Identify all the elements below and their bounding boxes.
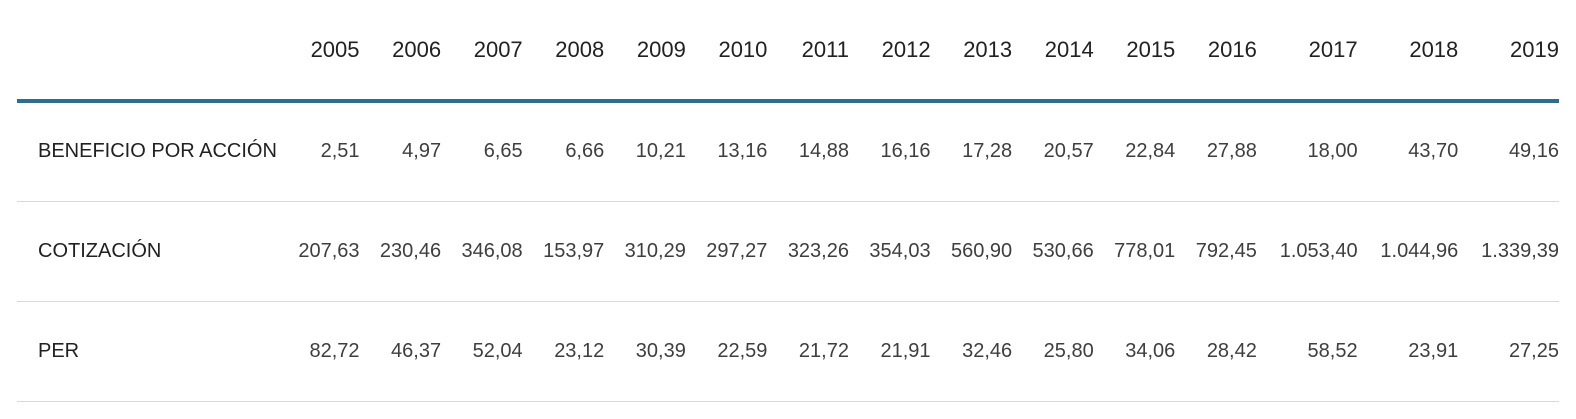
year-header-2005: 2005 (310, 36, 360, 62)
value-cell: 13,16 (717, 140, 768, 163)
year-header-2011: 2011 (801, 36, 849, 62)
value-cell: 49,16 (1508, 140, 1559, 163)
value-cell: 21,72 (798, 339, 849, 362)
row-label: COTIZACIÓN (38, 239, 162, 262)
header-empty-cell (17, 0, 278, 101)
value-cell: 6,65 (483, 140, 523, 163)
value-cell: 560,90 (950, 239, 1013, 262)
value-cell: 18,00 (1307, 140, 1358, 163)
year-header-2014: 2014 (1044, 36, 1094, 62)
value-cell: 52,04 (472, 339, 523, 362)
value-cell: 230,46 (379, 239, 442, 262)
value-cell: 30,39 (635, 339, 686, 362)
table-row: BENEFICIO POR ACCIÓN 2,51 4,97 6,65 6,66 10,2… (17, 101, 1559, 201)
value-cell: 22,84 (1125, 140, 1176, 163)
value-cell: 23,12 (554, 339, 605, 362)
year-header-2008: 2008 (555, 36, 605, 62)
value-cell: 34,06 (1125, 339, 1176, 362)
value-cell: 1.053,40 (1279, 239, 1358, 262)
year-header-2016: 2016 (1207, 36, 1257, 62)
row-label: PER (38, 339, 80, 362)
value-cell: 207,63 (298, 239, 360, 262)
table-row: PER 82,72 46,37 52,04 23,12 30,39 22,59 21,72 21… (17, 301, 1559, 401)
value-cell: 32,46 (962, 339, 1013, 362)
value-cell: 58,52 (1307, 339, 1358, 362)
value-cell: 82,72 (309, 339, 360, 362)
year-header-2019: 2019 (1510, 36, 1559, 62)
value-cell: 25,80 (1043, 339, 1094, 362)
header-row: 2005 2006 2007 2008 2009 2010 2011 2012 2013 2014… (17, 0, 1559, 101)
value-cell: 43,70 (1408, 140, 1459, 163)
table-row: COTIZACIÓN 207,63 230,46 346,08 153,97 310,29… (17, 201, 1559, 301)
value-cell: 6,66 (565, 140, 605, 163)
value-cell: 354,03 (869, 239, 931, 262)
value-cell: 297,27 (706, 239, 768, 262)
value-cell: 2,51 (320, 140, 360, 163)
value-cell: 23,91 (1408, 339, 1459, 362)
year-header-2017: 2017 (1308, 36, 1358, 62)
value-cell: 27,88 (1206, 140, 1257, 163)
value-cell: 530,66 (1032, 239, 1094, 262)
value-cell: 792,45 (1195, 239, 1257, 262)
value-cell: 16,16 (880, 140, 931, 163)
value-cell: 17,28 (962, 140, 1013, 163)
year-header-2006: 2006 (392, 36, 442, 62)
value-cell: 10,21 (635, 140, 686, 163)
value-cell: 323,26 (787, 239, 849, 262)
value-cell: 14,88 (798, 140, 849, 163)
value-cell: 1.339,39 (1481, 239, 1559, 262)
table-body: BENEFICIO POR ACCIÓN 2,51 4,97 6,65 6,66 10,2… (17, 101, 1559, 401)
year-header-2009: 2009 (636, 36, 686, 62)
value-cell: 22,59 (717, 339, 768, 362)
table-header: 2005 2006 2007 2008 2009 2010 2011 2012 2013 2014… (17, 0, 1559, 101)
year-header-2015: 2015 (1126, 36, 1176, 62)
value-cell: 346,08 (461, 239, 523, 262)
value-cell: 778,01 (1114, 239, 1176, 262)
financial-table-container: 2005 2006 2007 2008 2009 2010 2011 2012 2013 2014… (17, 0, 1559, 402)
financial-table: 2005 2006 2007 2008 2009 2010 2011 2012 2013 2014… (17, 0, 1559, 402)
year-header-2007: 2007 (473, 36, 523, 62)
value-cell: 27,25 (1508, 339, 1559, 362)
row-label: BENEFICIO POR ACCIÓN (38, 140, 277, 163)
value-cell: 310,29 (624, 239, 686, 262)
value-cell: 20,57 (1043, 140, 1094, 163)
value-cell: 4,97 (402, 140, 442, 163)
value-cell: 28,42 (1206, 339, 1257, 362)
value-cell: 153,97 (543, 239, 605, 262)
value-cell: 46,37 (391, 339, 442, 362)
year-header-2010: 2010 (718, 36, 768, 62)
year-header-2012: 2012 (881, 36, 931, 62)
year-header-2013: 2013 (963, 36, 1013, 62)
value-cell: 1.044,96 (1380, 239, 1459, 262)
year-header-2018: 2018 (1409, 36, 1459, 62)
value-cell: 21,91 (880, 339, 931, 362)
